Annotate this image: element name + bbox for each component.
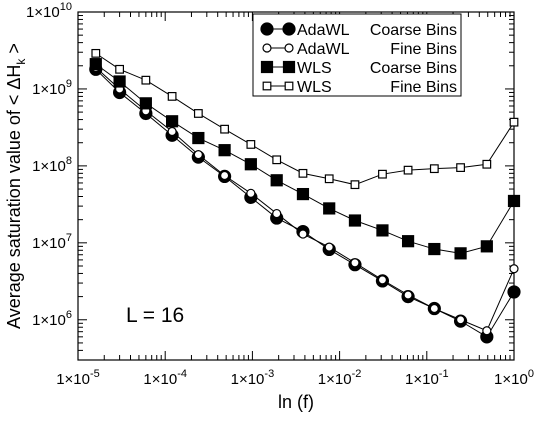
y-tick-label: 1×108 — [32, 155, 72, 175]
legend-series-name: WLS — [297, 79, 332, 96]
data-point-marker — [218, 144, 231, 157]
legend-marker — [282, 22, 296, 36]
data-point-marker — [403, 290, 413, 300]
data-point-marker — [507, 285, 521, 299]
tick-labels: 1×10-5 1×10-4 1×10-3 1×10-2 1×10-1 1×100 1×106… — [26, 1, 534, 388]
series-1 — [91, 62, 519, 336]
legend-marker — [260, 60, 274, 74]
data-point-marker — [324, 242, 334, 252]
y-axis-label-sub: k — [14, 58, 28, 65]
data-point-marker — [429, 164, 439, 174]
data-point-marker — [246, 188, 256, 198]
series-3 — [91, 48, 519, 190]
data-point-marker — [192, 131, 205, 145]
data-point-marker — [272, 208, 282, 219]
data-point-marker — [509, 264, 519, 274]
x-tick-label: 1×10-5 — [56, 368, 100, 388]
data-point-marker — [482, 326, 492, 336]
y-tick-label: 1×1010 — [26, 1, 72, 21]
x-tick-label: 1×10-1 — [405, 368, 449, 388]
data-point-marker — [350, 258, 360, 268]
x-tick-label: 1×10-4 — [143, 368, 187, 388]
legend-marker — [284, 43, 294, 53]
data-point-marker — [456, 163, 465, 172]
y-axis-label-close: > — [4, 43, 24, 59]
data-point-marker — [403, 165, 413, 175]
data-point-marker — [454, 247, 467, 260]
legend-series-name: AdaWL — [297, 22, 350, 39]
y-axis-label-main: Average saturation value of < ΔH — [4, 65, 24, 329]
legend: AdaWL Coarse Bins AdaWL Fine Bins WLS Coarse … — [252, 13, 462, 97]
legend-marker — [262, 81, 272, 91]
legend-series-name: AdaWL — [297, 41, 350, 58]
data-point-marker — [296, 187, 310, 201]
legend-series-name: WLS — [297, 60, 332, 77]
data-point-marker — [139, 97, 152, 110]
data-point-marker — [166, 115, 179, 128]
y-tick-label: 1×107 — [32, 232, 72, 252]
legend-bins-label: Fine Bins — [390, 41, 457, 58]
series-0 — [89, 62, 521, 344]
data-point-marker — [141, 75, 151, 85]
data-point-marker — [270, 174, 283, 187]
data-point-marker — [509, 117, 519, 127]
data-point-marker — [350, 180, 360, 190]
data-point-marker — [482, 159, 492, 169]
data-point-marker — [378, 169, 387, 179]
series-line — [95, 68, 515, 338]
legend-bins-label: Coarse Bins — [370, 22, 457, 39]
series-layer — [89, 48, 521, 344]
data-point-marker — [298, 168, 308, 178]
y-tick-label: 1×106 — [32, 309, 72, 329]
data-point-marker — [480, 240, 493, 253]
x-tick-label: 1×10-2 — [318, 368, 362, 388]
data-point-marker — [91, 48, 101, 58]
data-point-marker — [220, 170, 230, 181]
data-point-marker — [377, 275, 388, 285]
legend-marker — [260, 22, 274, 36]
legend-marker — [284, 81, 294, 91]
data-point-marker — [324, 174, 334, 184]
data-point-marker — [507, 194, 521, 208]
data-point-marker — [401, 235, 415, 248]
data-point-marker — [244, 158, 257, 171]
plot-frame — [77, 11, 515, 361]
data-point-marker — [376, 224, 389, 237]
y-axis-label: Average saturation value of < ΔHk > — [4, 43, 28, 329]
data-point-marker — [298, 229, 308, 239]
legend-bins-label: Coarse Bins — [370, 60, 457, 77]
y-tick-label: 1×109 — [32, 78, 72, 98]
data-point-marker — [115, 64, 125, 74]
x-axis-label: ln (f) — [278, 392, 314, 412]
data-point-marker — [455, 315, 466, 325]
legend-bins-label: Fine Bins — [390, 79, 457, 96]
annotation-label: L = 16 — [126, 304, 184, 327]
data-point-marker — [272, 155, 282, 165]
x-tick-label: 1×10-3 — [231, 368, 275, 388]
data-point-marker — [323, 202, 336, 215]
data-point-marker — [246, 140, 256, 149]
data-point-marker — [89, 58, 102, 71]
data-point-marker — [167, 126, 177, 137]
data-point-marker — [193, 150, 203, 160]
data-point-marker — [429, 303, 439, 314]
legend-marker — [282, 60, 296, 74]
x-tick-label: 1×100 — [494, 368, 534, 388]
data-point-marker — [428, 242, 441, 256]
data-point-marker — [220, 124, 230, 134]
legend-marker — [262, 43, 272, 53]
data-point-marker — [348, 214, 362, 227]
data-point-marker — [113, 75, 126, 88]
series-2 — [89, 58, 521, 260]
data-point-marker — [167, 91, 177, 101]
data-point-marker — [193, 109, 203, 118]
legend-items: AdaWL Coarse Bins AdaWL Fine Bins WLS Coarse … — [260, 22, 457, 96]
